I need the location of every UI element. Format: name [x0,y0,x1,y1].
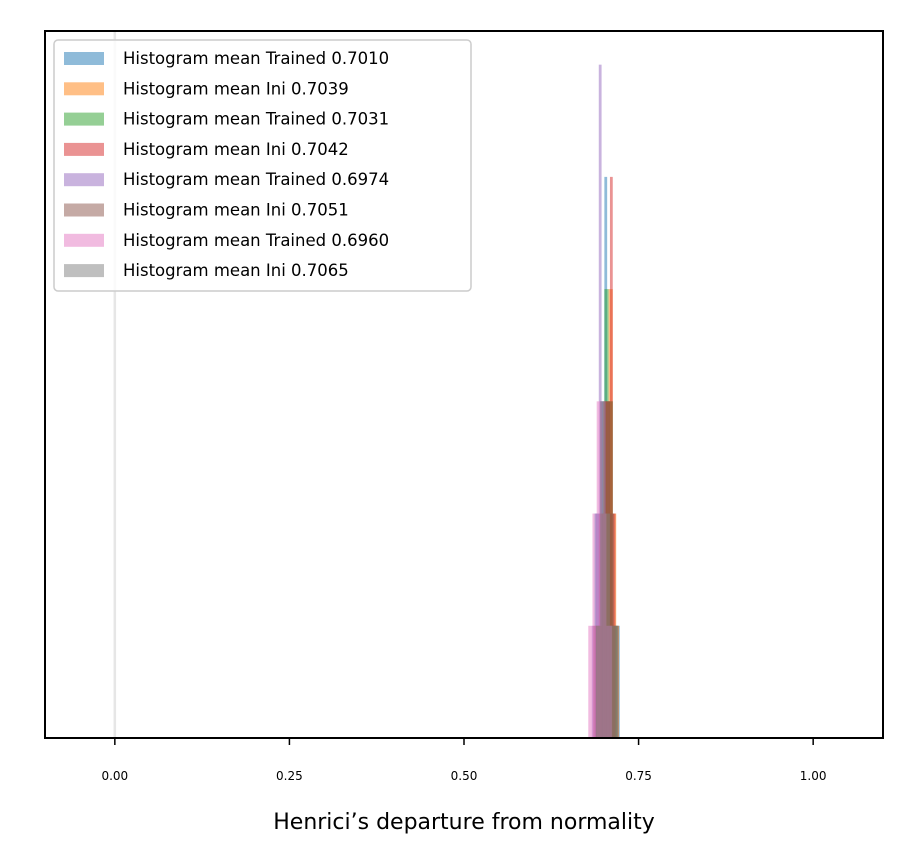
legend-item: Histogram mean Ini 0.7039 [64,79,349,98]
x-axis-label: Henrici’s departure from normality [273,810,655,835]
legend-box [53,39,472,292]
legend-swatch [64,203,104,217]
legend-swatch [64,264,104,278]
x-tick-label: 0.75 [625,769,652,783]
histogram-bar-s5-b3 [598,64,602,738]
histogram-bar-s7-b2 [592,513,597,738]
x-tick-label: 0.50 [451,769,478,783]
histogram-bar-s8-b3 [604,513,610,738]
plot-area [113,31,620,738]
legend-label: Histogram mean Ini 0.7051 [123,201,349,220]
legend-label: Histogram mean Trained 0.7010 [123,49,389,68]
legend-swatch [64,173,104,187]
legend-label: Histogram mean Ini 0.7042 [123,140,349,159]
legend-item: Histogram mean Trained 0.7010 [64,49,389,68]
x-tick-label: 1.00 [800,769,827,783]
series-8 [595,401,619,738]
legend-item: Histogram mean Ini 0.7042 [64,140,349,159]
histogram-bar-s8-b5 [615,625,619,738]
legend-label: Histogram mean Ini 0.7065 [123,261,349,280]
histogram-bar-s8-b1 [595,625,601,738]
histogram-bar-s8-b2 [600,401,605,738]
legend-label: Histogram mean Trained 0.6974 [123,170,389,189]
legend-item: Histogram mean Trained 0.7031 [64,110,389,129]
histogram-bar-s7-b3 [596,401,603,738]
legend-swatch [64,52,104,65]
histogram-bar-s4-b4 [609,176,613,738]
legend-swatch [64,112,104,126]
legend-label: Histogram mean Ini 0.7039 [123,79,349,98]
x-tick-label: 0.00 [101,769,128,783]
x-axis-ticks: 0.00 0.25 0.50 0.75 1.00 [101,738,827,783]
histogram-bar-s7-b1 [588,625,593,738]
legend-swatch [64,82,104,96]
legend: Histogram mean Trained 0.7010 Histogram m… [53,39,472,292]
x-tick-label: 0.25 [276,769,303,783]
legend-label: Histogram mean Trained 0.7031 [123,110,389,129]
legend-item: Histogram mean Ini 0.7051 [64,201,349,220]
legend-swatch [64,233,104,247]
legend-item: Histogram mean Trained 0.6974 [64,170,389,189]
legend-label: Histogram mean Trained 0.6960 [123,231,389,250]
legend-swatch [64,142,104,156]
plot-frame [44,30,884,739]
legend-item: Histogram mean Trained 0.6960 [64,231,389,250]
legend-item: Histogram mean Ini 0.7065 [64,261,349,280]
histogram-bar-s8-b4 [609,625,616,738]
